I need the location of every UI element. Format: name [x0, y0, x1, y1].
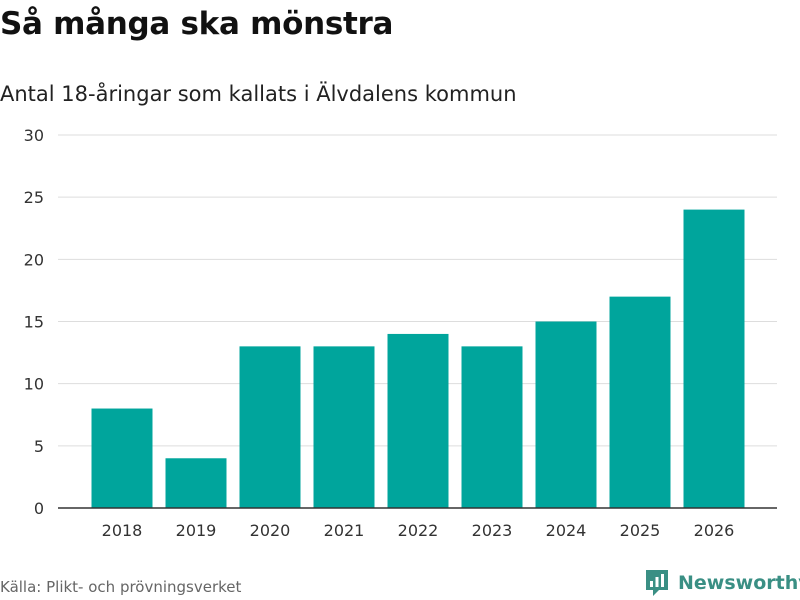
brand: Newsworthy: [644, 568, 800, 598]
bar: [313, 346, 375, 508]
bar: [239, 346, 301, 508]
y-tick-label: 5: [34, 437, 44, 456]
newsworthy-logo-icon: [646, 570, 668, 596]
brand-name: Newsworthy: [678, 572, 800, 594]
bar: [387, 333, 449, 508]
chart-title: Så många ska mönstra: [0, 6, 394, 42]
y-tick-label: 15: [24, 313, 44, 332]
y-tick-label: 30: [24, 126, 44, 145]
source-note: Källa: Plikt- och prövningsverket: [0, 578, 242, 596]
bar: [165, 458, 227, 508]
x-tick-label: 2024: [546, 521, 587, 540]
x-tick-label: 2022: [398, 521, 439, 540]
bar: [91, 408, 153, 508]
y-tick-label: 25: [24, 188, 44, 207]
x-tick-label: 2023: [472, 521, 513, 540]
y-tick-label: 20: [24, 250, 44, 269]
y-tick-label: 10: [24, 375, 44, 394]
bar: [461, 346, 523, 508]
y-tick-label: 0: [34, 499, 44, 518]
x-tick-label: 2025: [620, 521, 661, 540]
chart-subtitle: Antal 18-åringar som kallats i Älvdalens…: [0, 82, 517, 106]
bar: [535, 321, 597, 508]
x-tick-label: 2018: [102, 521, 143, 540]
x-tick-label: 2026: [694, 521, 735, 540]
bar: [609, 296, 671, 508]
x-tick-label: 2020: [250, 521, 291, 540]
x-tick-label: 2019: [176, 521, 217, 540]
x-tick-label: 2021: [324, 521, 365, 540]
bar: [683, 209, 745, 508]
